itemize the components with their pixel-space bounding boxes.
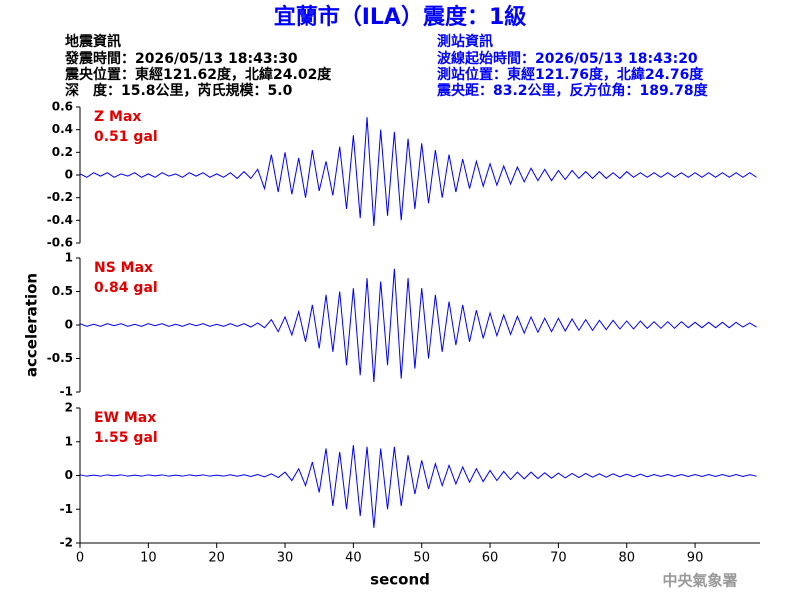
x-tick-label: 50	[413, 551, 430, 566]
x-tick-label: 60	[482, 551, 499, 566]
y-tick-label: -1	[60, 502, 73, 516]
quake-info: 地震資訊	[65, 33, 121, 50]
x-tick-label: 40	[345, 551, 362, 566]
chart-title: 宜蘭市（ILA）震度：1級	[274, 4, 527, 30]
x-tick-label: 90	[687, 551, 704, 566]
y-tick-label: -1	[60, 385, 73, 399]
x-tick-label: 10	[140, 551, 157, 566]
x-tick-label: 30	[277, 551, 294, 566]
annotation: NS Max	[94, 260, 153, 276]
y-tick-label: 0.6	[52, 100, 73, 114]
y-tick-label: 0.4	[52, 122, 73, 136]
quake-info: 深 度：15.8公里，芮氏規模：5.0	[65, 82, 293, 99]
x-tick-label: 70	[550, 551, 567, 566]
y-tick-label: 0	[65, 468, 73, 482]
y-tick-label: 1	[65, 434, 73, 448]
y-tick-label: -0.2	[47, 190, 73, 204]
y-tick-label: -0.5	[47, 351, 73, 365]
y-tick-label: 0.5	[52, 284, 73, 298]
x-tick-label: 80	[618, 551, 635, 566]
annotation: 0.84 gal	[94, 280, 158, 296]
annotation: EW Max	[94, 410, 156, 426]
annotation: 1.55 gal	[94, 430, 158, 446]
station-info: 測站資訊	[437, 33, 493, 50]
station-info: 震央距：83.2公里，反方位角：189.78度	[436, 82, 709, 99]
waveform	[79, 268, 757, 382]
y-tick-label: -2	[60, 536, 73, 550]
x-tick-label: 0	[76, 551, 84, 566]
footer: 中央氣象署	[662, 572, 737, 590]
y-tick-label: 0	[65, 168, 73, 182]
quake-info: 發震時間：2026/05/13 18:43:30	[64, 50, 298, 67]
station-info: 波線起始時間：2026/05/13 18:43:20	[437, 50, 698, 67]
y-tick-label: 1	[65, 251, 73, 265]
station-info: 測站位置：東經121.76度，北緯24.76度	[437, 66, 704, 83]
x-tick-label: 20	[208, 551, 225, 566]
annotation: 0.51 gal	[94, 129, 158, 145]
y-axis-label: acceleration	[23, 273, 41, 377]
y-tick-label: 2	[65, 401, 73, 415]
y-tick-label: -0.4	[47, 213, 73, 227]
y-tick-label: 0.2	[52, 145, 73, 159]
y-tick-label: 0	[65, 318, 73, 332]
waveform	[79, 445, 757, 528]
waveform	[79, 117, 757, 227]
y-tick-label: -0.6	[47, 236, 73, 250]
quake-info: 震央位置：東經121.62度，北緯24.02度	[64, 66, 332, 83]
x-axis-label: second	[370, 571, 430, 589]
annotation: Z Max	[94, 109, 141, 125]
